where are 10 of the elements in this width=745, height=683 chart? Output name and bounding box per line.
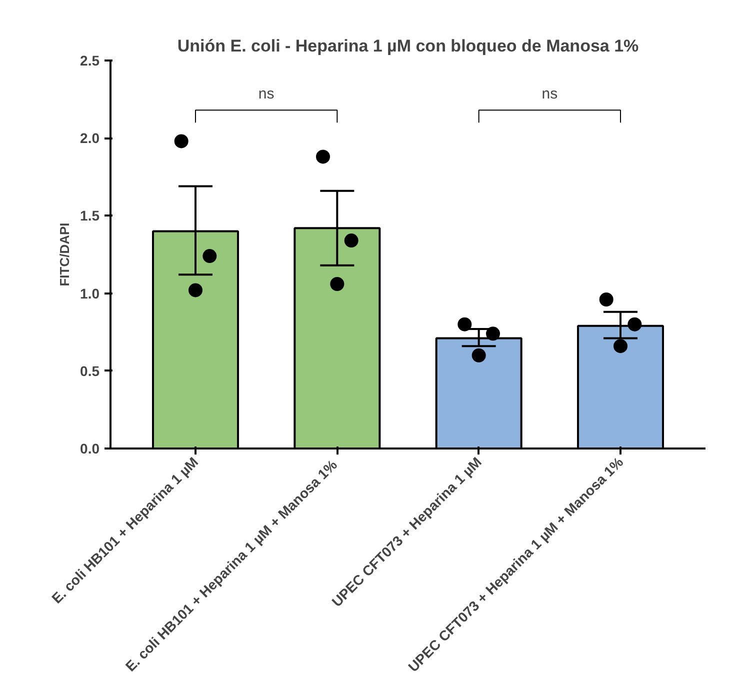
y-axis-title: FITC/DAPI bbox=[57, 222, 72, 286]
annotation: ns bbox=[258, 85, 274, 102]
annotation: ns bbox=[542, 85, 558, 102]
chart-title: Unión E. coli - Heparina 1 µM con bloqueo de Manosa 1% bbox=[177, 36, 639, 56]
y-tick-label: 1.0 bbox=[80, 285, 100, 302]
y-tick-label: 2.0 bbox=[80, 130, 100, 146]
y-tick-label: 2.5 bbox=[80, 52, 100, 68]
y-tick-label: 0.0 bbox=[80, 440, 100, 456]
y-tick-label: 0.5 bbox=[80, 362, 100, 379]
y-tick-label: 1.5 bbox=[80, 208, 100, 224]
